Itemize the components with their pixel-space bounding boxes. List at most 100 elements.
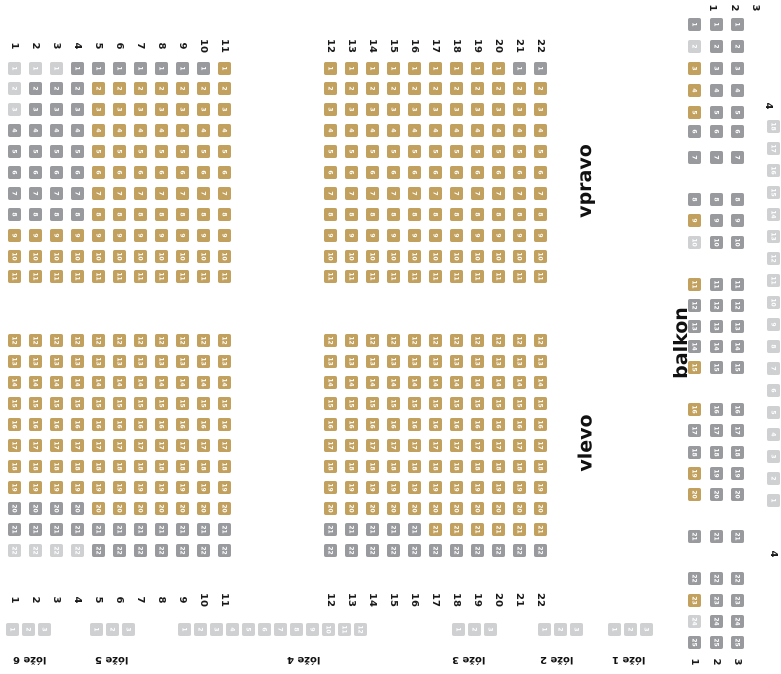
balcony-seat[interactable]: 8 xyxy=(731,193,744,206)
parter-seat[interactable]: 19 xyxy=(324,481,337,494)
parter-seat[interactable]: 14 xyxy=(50,376,63,389)
balcony-seat[interactable]: 16 xyxy=(767,164,780,177)
parter-seat[interactable]: 20 xyxy=(176,502,189,515)
parter-seat[interactable]: 13 xyxy=(408,355,421,368)
parter-seat[interactable]: 9 xyxy=(197,229,210,242)
balcony-seat[interactable]: 10 xyxy=(688,236,701,249)
parter-seat[interactable]: 22 xyxy=(492,544,505,557)
parter-seat[interactable]: 8 xyxy=(176,208,189,221)
parter-seat[interactable]: 8 xyxy=(366,208,379,221)
box-seat[interactable]: 4 xyxy=(226,623,239,636)
parter-seat[interactable]: 11 xyxy=(155,270,168,283)
parter-seat[interactable]: 14 xyxy=(113,376,126,389)
parter-seat[interactable]: 6 xyxy=(8,166,21,179)
parter-seat[interactable]: 13 xyxy=(113,355,126,368)
parter-seat[interactable]: 11 xyxy=(387,270,400,283)
parter-seat[interactable]: 6 xyxy=(345,166,358,179)
parter-seat[interactable]: 5 xyxy=(408,145,421,158)
parter-seat[interactable]: 3 xyxy=(71,103,84,116)
parter-seat[interactable]: 21 xyxy=(155,523,168,536)
parter-seat[interactable]: 18 xyxy=(366,460,379,473)
box-seat[interactable]: 1 xyxy=(452,623,465,636)
parter-seat[interactable]: 10 xyxy=(534,250,547,263)
parter-seat[interactable]: 11 xyxy=(176,270,189,283)
parter-seat[interactable]: 18 xyxy=(134,460,147,473)
box-seat[interactable]: 3 xyxy=(484,623,497,636)
parter-seat[interactable]: 2 xyxy=(345,82,358,95)
parter-seat[interactable]: 17 xyxy=(492,439,505,452)
balcony-seat[interactable]: 11 xyxy=(710,278,723,291)
balcony-seat[interactable]: 16 xyxy=(710,403,723,416)
balcony-seat[interactable]: 6 xyxy=(767,384,780,397)
parter-seat[interactable]: 15 xyxy=(155,397,168,410)
parter-seat[interactable]: 6 xyxy=(492,166,505,179)
parter-seat[interactable]: 16 xyxy=(492,418,505,431)
balcony-seat[interactable]: 13 xyxy=(688,320,701,333)
parter-seat[interactable]: 13 xyxy=(197,355,210,368)
parter-seat[interactable]: 8 xyxy=(534,208,547,221)
balcony-seat[interactable]: 18 xyxy=(767,120,780,133)
parter-seat[interactable]: 2 xyxy=(71,82,84,95)
parter-seat[interactable]: 7 xyxy=(324,187,337,200)
parter-seat[interactable]: 11 xyxy=(429,270,442,283)
box-seat[interactable]: 2 xyxy=(106,623,119,636)
parter-seat[interactable]: 18 xyxy=(176,460,189,473)
parter-seat[interactable]: 2 xyxy=(197,82,210,95)
parter-seat[interactable]: 4 xyxy=(155,124,168,137)
balcony-seat[interactable]: 11 xyxy=(731,278,744,291)
parter-seat[interactable]: 20 xyxy=(50,502,63,515)
parter-seat[interactable]: 21 xyxy=(113,523,126,536)
parter-seat[interactable]: 7 xyxy=(345,187,358,200)
parter-seat[interactable]: 19 xyxy=(366,481,379,494)
parter-seat[interactable]: 21 xyxy=(534,523,547,536)
parter-seat[interactable]: 2 xyxy=(176,82,189,95)
parter-seat[interactable]: 14 xyxy=(408,376,421,389)
balcony-seat[interactable]: 20 xyxy=(688,488,701,501)
box-seat[interactable]: 2 xyxy=(22,623,35,636)
balcony-seat[interactable]: 18 xyxy=(710,446,723,459)
parter-seat[interactable]: 16 xyxy=(366,418,379,431)
parter-seat[interactable]: 9 xyxy=(8,229,21,242)
balcony-seat[interactable]: 7 xyxy=(731,151,744,164)
parter-seat[interactable]: 1 xyxy=(324,62,337,75)
parter-seat[interactable]: 16 xyxy=(450,418,463,431)
parter-seat[interactable]: 17 xyxy=(534,439,547,452)
parter-seat[interactable]: 10 xyxy=(471,250,484,263)
parter-seat[interactable]: 19 xyxy=(176,481,189,494)
parter-seat[interactable]: 18 xyxy=(450,460,463,473)
parter-seat[interactable]: 8 xyxy=(387,208,400,221)
balcony-seat[interactable]: 1 xyxy=(767,494,780,507)
balcony-seat[interactable]: 11 xyxy=(767,274,780,287)
parter-seat[interactable]: 4 xyxy=(134,124,147,137)
balcony-seat[interactable]: 15 xyxy=(767,186,780,199)
parter-seat[interactable]: 22 xyxy=(71,544,84,557)
parter-seat[interactable]: 18 xyxy=(8,460,21,473)
parter-seat[interactable]: 4 xyxy=(29,124,42,137)
parter-seat[interactable]: 4 xyxy=(8,124,21,137)
parter-seat[interactable]: 21 xyxy=(197,523,210,536)
parter-seat[interactable]: 9 xyxy=(492,229,505,242)
box-seat[interactable]: 3 xyxy=(640,623,653,636)
parter-seat[interactable]: 22 xyxy=(513,544,526,557)
parter-seat[interactable]: 8 xyxy=(492,208,505,221)
box-seat[interactable]: 9 xyxy=(306,623,319,636)
parter-seat[interactable]: 14 xyxy=(8,376,21,389)
parter-seat[interactable]: 15 xyxy=(113,397,126,410)
box-seat[interactable]: 7 xyxy=(274,623,287,636)
parter-seat[interactable]: 22 xyxy=(8,544,21,557)
parter-seat[interactable]: 6 xyxy=(155,166,168,179)
parter-seat[interactable]: 22 xyxy=(113,544,126,557)
parter-seat[interactable]: 2 xyxy=(387,82,400,95)
parter-seat[interactable]: 13 xyxy=(8,355,21,368)
parter-seat[interactable]: 9 xyxy=(155,229,168,242)
balcony-seat[interactable]: 14 xyxy=(767,208,780,221)
balcony-seat[interactable]: 4 xyxy=(710,84,723,97)
parter-seat[interactable]: 8 xyxy=(218,208,231,221)
parter-seat[interactable]: 15 xyxy=(366,397,379,410)
parter-seat[interactable]: 17 xyxy=(8,439,21,452)
parter-seat[interactable]: 1 xyxy=(50,62,63,75)
parter-seat[interactable]: 3 xyxy=(450,103,463,116)
parter-seat[interactable]: 12 xyxy=(534,334,547,347)
parter-seat[interactable]: 22 xyxy=(345,544,358,557)
parter-seat[interactable]: 18 xyxy=(71,460,84,473)
